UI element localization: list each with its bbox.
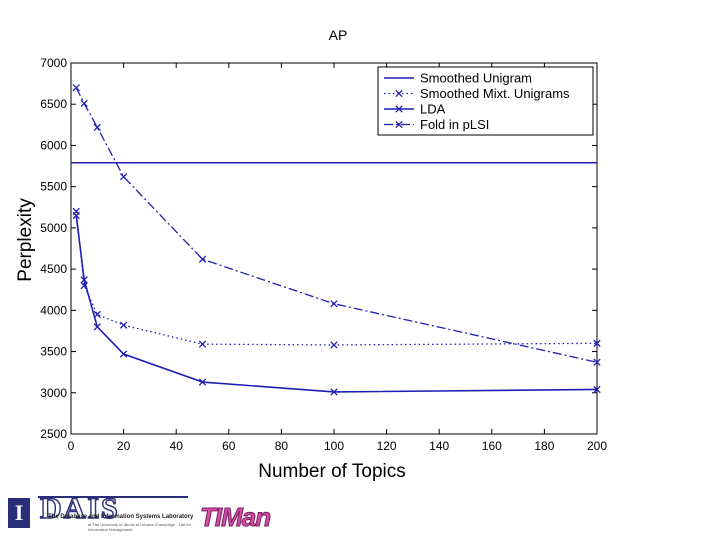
data-point bbox=[119, 321, 128, 329]
university-logo: I bbox=[8, 498, 30, 528]
x-tick-label: 80 bbox=[275, 439, 289, 453]
y-tick-label: 7000 bbox=[40, 56, 67, 70]
data-point bbox=[72, 211, 80, 220]
y-tick-label: 4500 bbox=[40, 262, 67, 276]
data-point bbox=[593, 339, 601, 347]
y-tick-label: 2500 bbox=[40, 427, 67, 441]
legend-marker bbox=[395, 120, 403, 129]
y-axis-label: Perplexity bbox=[15, 198, 36, 282]
x-axis-label: Number of Topics bbox=[258, 461, 406, 482]
series-3 bbox=[72, 84, 601, 366]
x-tick-label: 20 bbox=[117, 439, 131, 453]
dais-detail: at The University of Illinois at Urbana-… bbox=[88, 522, 192, 532]
data-point bbox=[119, 350, 128, 358]
y-tick-label: 6000 bbox=[40, 138, 67, 152]
data-point bbox=[119, 173, 128, 181]
x-tick-label: 100 bbox=[324, 439, 344, 453]
chart-title: AP bbox=[329, 27, 348, 43]
y-tick-label: 3000 bbox=[40, 386, 67, 400]
series-2 bbox=[72, 211, 601, 396]
data-point bbox=[198, 340, 207, 348]
data-point bbox=[593, 358, 601, 366]
legend-marker bbox=[395, 105, 403, 113]
legend-marker bbox=[395, 89, 403, 98]
footer-logos: I DAIS The Database and Information Syst… bbox=[0, 490, 720, 540]
x-tick-label: 200 bbox=[587, 439, 607, 453]
dais-subtitle: The Database and Information Systems Lab… bbox=[48, 514, 194, 520]
legend-label: Smoothed Unigram bbox=[420, 71, 532, 86]
x-tick-label: 0 bbox=[68, 439, 75, 453]
y-tick-label: 4000 bbox=[40, 303, 67, 317]
legend-label: Smoothed Mixt. Unigrams bbox=[420, 86, 570, 101]
x-tick-label: 180 bbox=[534, 439, 554, 453]
x-axis: 0 20 40 60 80 100 120 140 160 180 200 bbox=[68, 63, 607, 453]
legend-label: Fold in pLSI bbox=[420, 117, 489, 132]
dais-logo: DAIS bbox=[39, 492, 120, 525]
y-tick-label: 3500 bbox=[40, 345, 67, 359]
data-point bbox=[593, 385, 601, 394]
x-tick-label: 120 bbox=[377, 439, 397, 453]
x-tick-label: 40 bbox=[170, 439, 184, 453]
timan-logo: TIMan bbox=[199, 502, 271, 533]
y-tick-label: 5000 bbox=[40, 221, 67, 235]
data-point bbox=[72, 84, 80, 92]
data-point bbox=[330, 388, 338, 396]
data-point bbox=[330, 341, 338, 349]
data-point bbox=[80, 276, 88, 284]
dais-rule bbox=[38, 496, 188, 498]
y-tick-label: 5500 bbox=[40, 180, 67, 194]
x-tick-label: 160 bbox=[482, 439, 502, 453]
legend-label: LDA bbox=[420, 102, 446, 117]
data-point bbox=[330, 300, 338, 308]
data-point bbox=[93, 323, 101, 331]
y-axis: 2500 3000 3500 4000 4500 5000 5500 6000 6500 7000 bbox=[40, 56, 597, 441]
x-tick-label: 60 bbox=[222, 439, 236, 453]
data-point bbox=[198, 255, 207, 263]
data-point bbox=[198, 378, 207, 386]
x-tick-label: 140 bbox=[429, 439, 449, 453]
data-point bbox=[80, 99, 88, 108]
perplexity-chart: AP 0 20 40 60 80 100 120 140 160 180 200 2500 3000 3… bbox=[15, 27, 607, 482]
y-tick-label: 6500 bbox=[40, 97, 67, 111]
data-point bbox=[93, 123, 101, 131]
series-layer bbox=[71, 84, 601, 396]
